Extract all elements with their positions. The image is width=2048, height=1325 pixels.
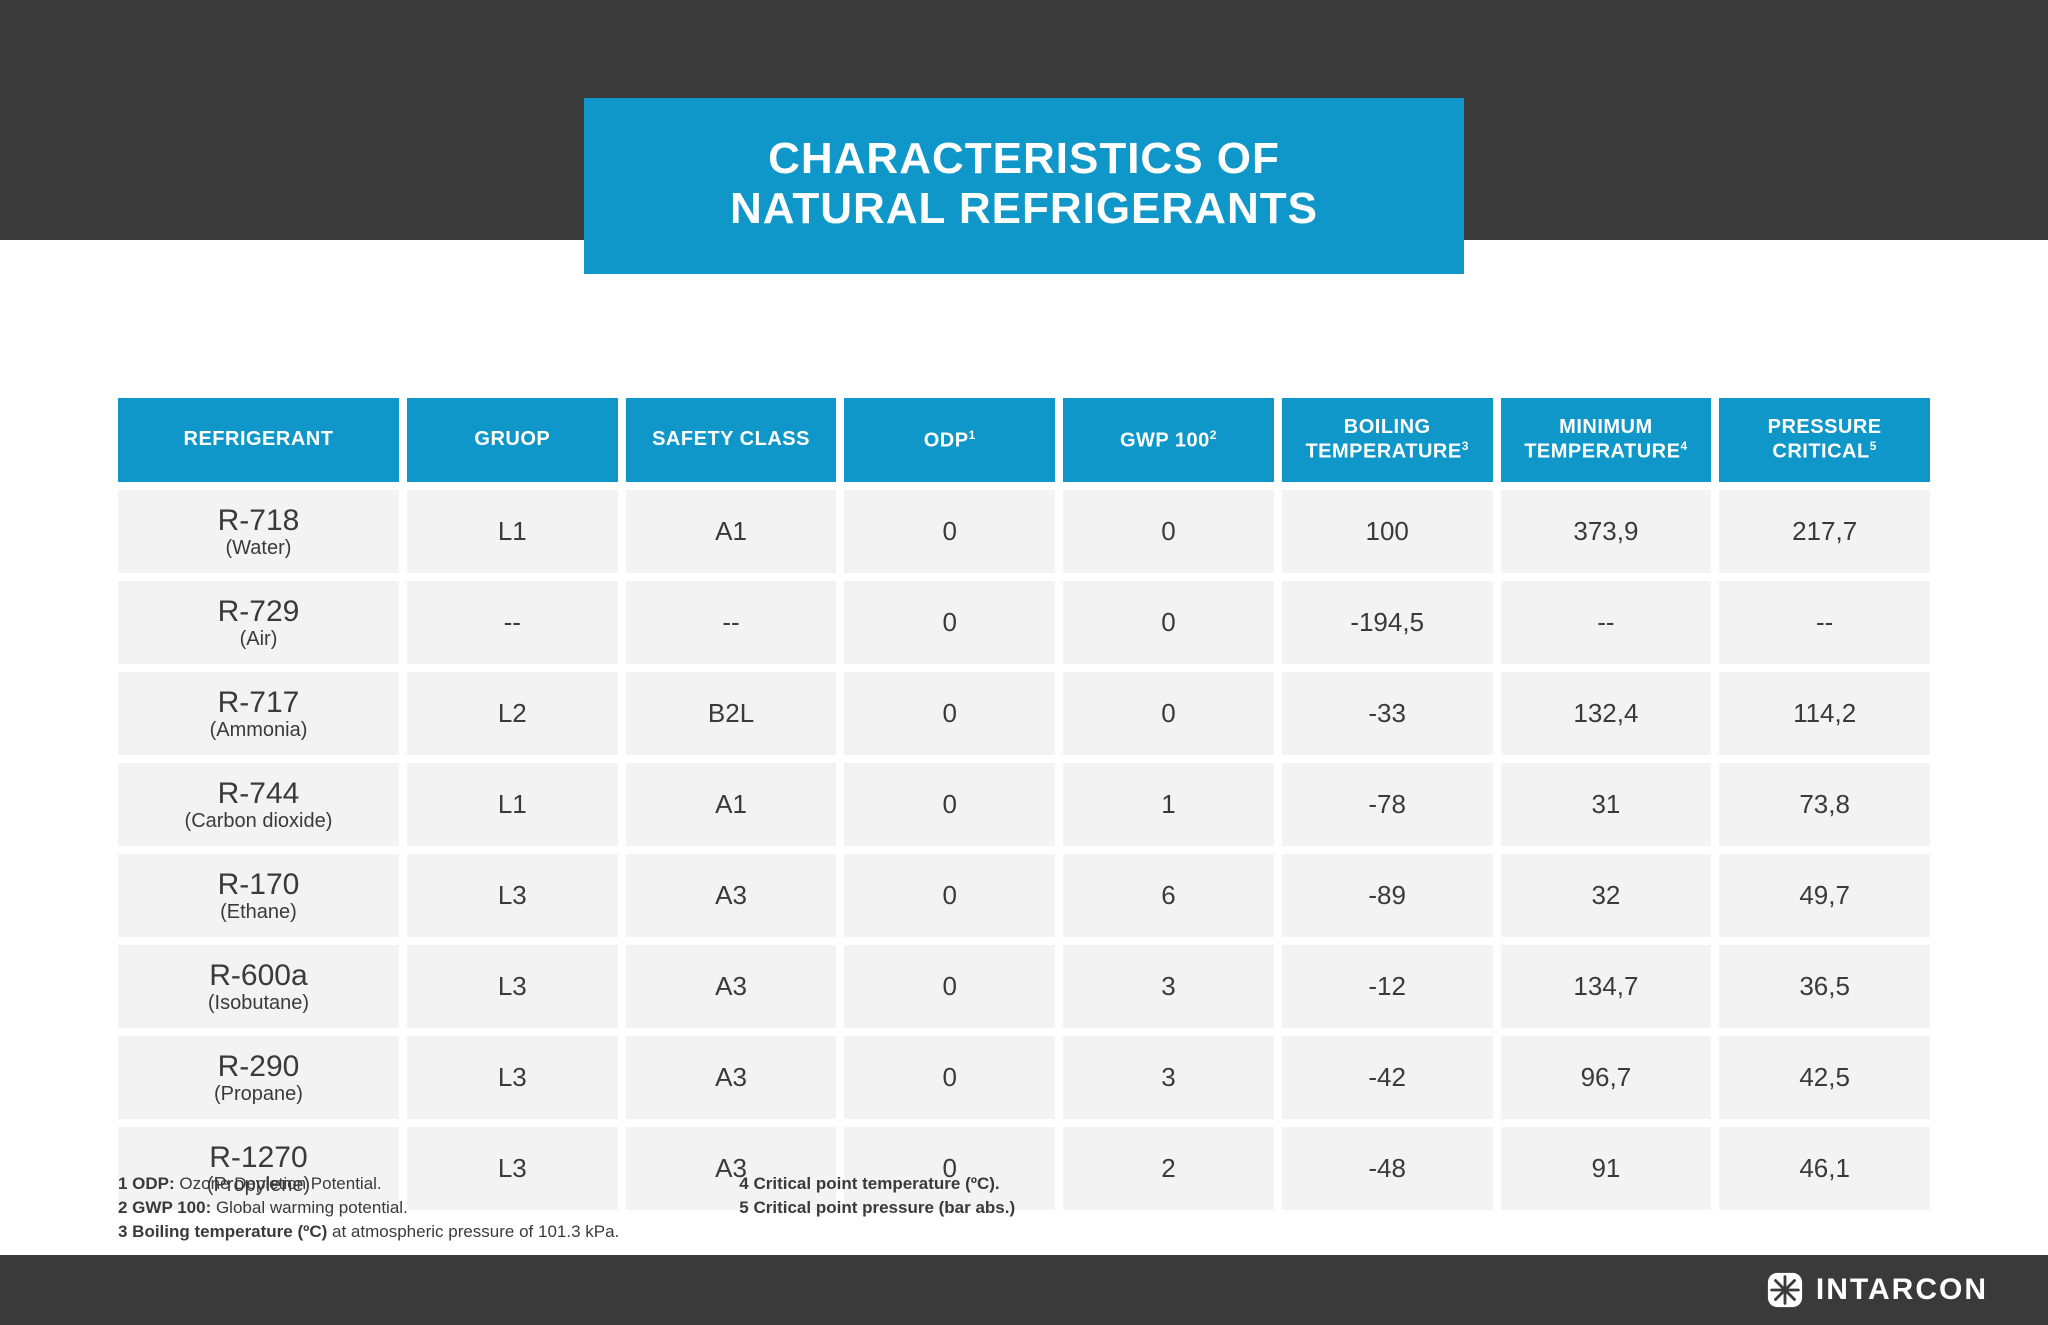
table-body: R-718(Water)L1A100100373,9217,7R-729(Air… (118, 490, 1930, 1210)
data-cell: 100 (1282, 490, 1493, 573)
refrigerant-cell: R-290(Propane) (118, 1036, 399, 1119)
refrigerant-cell: R-744(Carbon dioxide) (118, 763, 399, 846)
snowflake-icon (1766, 1271, 1804, 1309)
table-wrap: REFRIGERANTGRUOPSAFETY CLASSODP1GWP 1002… (110, 390, 1938, 1218)
col-header: MINIMUM TEMPERATURE4 (1501, 398, 1712, 482)
footnotes: 1 ODP: Ozone Depletion Potential.2 GWP 1… (118, 1172, 1015, 1243)
data-cell: -194,5 (1282, 581, 1493, 664)
data-cell: -89 (1282, 854, 1493, 937)
data-cell: 0 (844, 854, 1055, 937)
table-row: R-717(Ammonia)L2B2L00-33132,4114,2 (118, 672, 1930, 755)
refrigerant-cell: R-170(Ethane) (118, 854, 399, 937)
data-cell: 0 (844, 763, 1055, 846)
footnote: 4 Critical point temperature (ºC). (739, 1172, 1015, 1196)
refrigerant-cell: R-717(Ammonia) (118, 672, 399, 755)
data-cell: 132,4 (1501, 672, 1712, 755)
data-cell: A3 (626, 945, 837, 1028)
footnote: 5 Critical point pressure (bar abs.) (739, 1196, 1015, 1220)
col-header: GWP 1002 (1063, 398, 1274, 482)
brand-text: INTARCON (1816, 1273, 1988, 1307)
data-cell: 96,7 (1501, 1036, 1712, 1119)
footnote: 1 ODP: Ozone Depletion Potential. (118, 1172, 619, 1196)
table-header-row: REFRIGERANTGRUOPSAFETY CLASSODP1GWP 1002… (118, 398, 1930, 482)
data-cell: 46,1 (1719, 1127, 1930, 1210)
data-cell: -- (626, 581, 837, 664)
table-row: R-290(Propane)L3A303-4296,742,5 (118, 1036, 1930, 1119)
footnotes-col-2: 4 Critical point temperature (ºC).5 Crit… (739, 1172, 1015, 1243)
data-cell: 6 (1063, 854, 1274, 937)
data-cell: 3 (1063, 1036, 1274, 1119)
data-cell: 91 (1501, 1127, 1712, 1210)
data-cell: 3 (1063, 945, 1274, 1028)
data-cell: A3 (626, 1036, 837, 1119)
col-header: SAFETY CLASS (626, 398, 837, 482)
table-row: R-729(Air)----00-194,5---- (118, 581, 1930, 664)
data-cell: L1 (407, 490, 618, 573)
refrigerant-cell: R-729(Air) (118, 581, 399, 664)
data-cell: A1 (626, 763, 837, 846)
data-cell: -- (1719, 581, 1930, 664)
data-cell: -48 (1282, 1127, 1493, 1210)
data-cell: L3 (407, 945, 618, 1028)
data-cell: L3 (407, 1036, 618, 1119)
table-row: R-744(Carbon dioxide)L1A101-783173,8 (118, 763, 1930, 846)
table-row: R-718(Water)L1A100100373,9217,7 (118, 490, 1930, 573)
data-cell: 36,5 (1719, 945, 1930, 1028)
data-cell: -42 (1282, 1036, 1493, 1119)
title-line-1: CHARACTERISTICS OF (624, 134, 1424, 184)
data-cell: 114,2 (1719, 672, 1930, 755)
data-cell: A3 (626, 854, 837, 937)
data-cell: 0 (1063, 490, 1274, 573)
data-cell: -- (1501, 581, 1712, 664)
data-cell: 373,9 (1501, 490, 1712, 573)
table-row: R-600a(Isobutane)L3A303-12134,736,5 (118, 945, 1930, 1028)
table-row: R-170(Ethane)L3A306-893249,7 (118, 854, 1930, 937)
brand: INTARCON (1766, 1271, 1988, 1309)
data-cell: 134,7 (1501, 945, 1712, 1028)
footnote: 3 Boiling temperature (ºC) at atmospheri… (118, 1220, 619, 1244)
col-header: PRESSURE CRITICAL5 (1719, 398, 1930, 482)
bottom-band: INTARCON (0, 1255, 2048, 1325)
data-cell: 2 (1063, 1127, 1274, 1210)
footnotes-col-1: 1 ODP: Ozone Depletion Potential.2 GWP 1… (118, 1172, 619, 1243)
refrigerants-table: REFRIGERANTGRUOPSAFETY CLASSODP1GWP 1002… (110, 390, 1938, 1218)
data-cell: 1 (1063, 763, 1274, 846)
data-cell: 0 (844, 672, 1055, 755)
col-header: GRUOP (407, 398, 618, 482)
data-cell: 0 (1063, 672, 1274, 755)
footnote: 2 GWP 100: Global warming potential. (118, 1196, 619, 1220)
data-cell: L3 (407, 854, 618, 937)
data-cell: L2 (407, 672, 618, 755)
col-header: REFRIGERANT (118, 398, 399, 482)
data-cell: 0 (844, 945, 1055, 1028)
data-cell: B2L (626, 672, 837, 755)
col-header: BOILING TEMPERATURE3 (1282, 398, 1493, 482)
data-cell: A1 (626, 490, 837, 573)
data-cell: 49,7 (1719, 854, 1930, 937)
data-cell: 31 (1501, 763, 1712, 846)
col-header: ODP1 (844, 398, 1055, 482)
data-cell: -12 (1282, 945, 1493, 1028)
refrigerant-cell: R-718(Water) (118, 490, 399, 573)
data-cell: 73,8 (1719, 763, 1930, 846)
data-cell: L1 (407, 763, 618, 846)
title-box: CHARACTERISTICS OF NATURAL REFRIGERANTS (584, 98, 1464, 274)
data-cell: 0 (844, 490, 1055, 573)
data-cell: 32 (1501, 854, 1712, 937)
data-cell: -78 (1282, 763, 1493, 846)
data-cell: 0 (844, 581, 1055, 664)
data-cell: 0 (844, 1036, 1055, 1119)
data-cell: -- (407, 581, 618, 664)
refrigerant-cell: R-600a(Isobutane) (118, 945, 399, 1028)
data-cell: -33 (1282, 672, 1493, 755)
data-cell: 0 (1063, 581, 1274, 664)
title-line-2: NATURAL REFRIGERANTS (624, 184, 1424, 234)
data-cell: 217,7 (1719, 490, 1930, 573)
data-cell: 42,5 (1719, 1036, 1930, 1119)
